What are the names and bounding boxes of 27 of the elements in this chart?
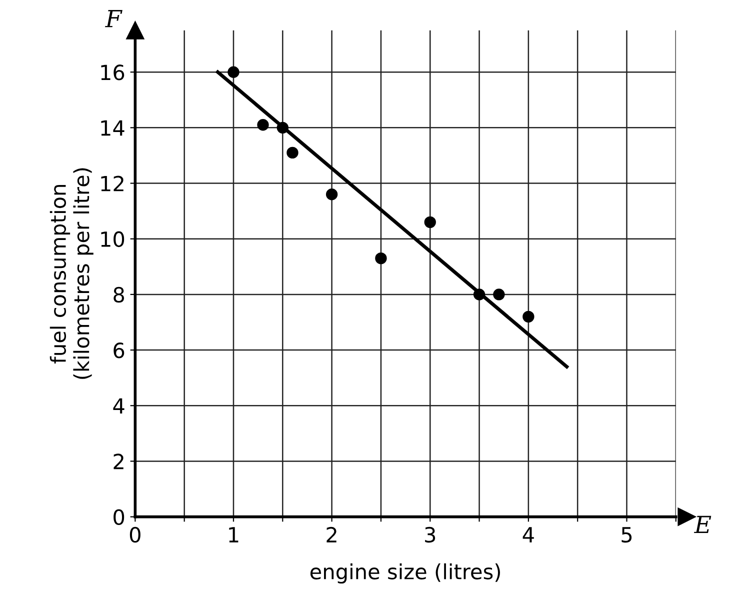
y-tick-label: 14 xyxy=(101,120,124,136)
text: E xyxy=(694,516,712,534)
text: F xyxy=(105,10,122,28)
y-tick-label: 6 xyxy=(114,342,124,358)
y-tick-label: 16 xyxy=(101,64,124,80)
x-tick-label: 1 xyxy=(229,527,238,542)
y-tick-label: 8 xyxy=(114,286,124,303)
point xyxy=(228,66,240,78)
point xyxy=(326,188,338,200)
x-tick-label: 2 xyxy=(326,526,336,542)
y-tick-label: 10 xyxy=(101,231,124,248)
y-axis-title: fuel consumption (kilometres per litre) xyxy=(50,168,94,379)
y-tick-label: 0 xyxy=(114,509,124,526)
point xyxy=(424,216,436,228)
point xyxy=(493,288,505,300)
x-axis-title: engine size (litres) xyxy=(310,563,500,584)
x-tick-label: 5 xyxy=(622,527,632,543)
x-tick-label: 3 xyxy=(425,526,436,543)
x-tick-label: 0 xyxy=(130,526,140,543)
point xyxy=(375,252,387,264)
y-tick-label: 12 xyxy=(101,176,124,192)
point xyxy=(522,310,534,323)
point xyxy=(257,119,269,131)
point xyxy=(286,146,298,159)
x-tick-label: 4 xyxy=(522,527,534,542)
y-tick-label: 4 xyxy=(113,398,124,414)
y-tick-label: 2 xyxy=(114,454,124,470)
